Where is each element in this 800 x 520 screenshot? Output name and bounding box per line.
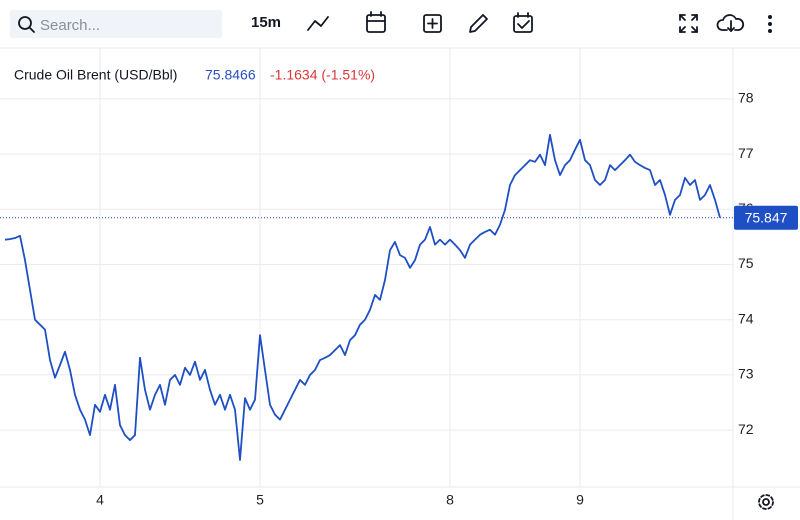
y-tick-label: 74 [738,310,754,326]
settings-icon[interactable] [758,494,774,510]
y-tick-label: 77 [738,145,754,161]
calendar-icon[interactable] [366,11,386,33]
interval-button[interactable]: 15m [251,14,281,31]
x-tick-label: 4 [96,492,104,508]
search-icon [18,16,35,33]
last-price-label: 75.847 [745,209,788,225]
events-icon[interactable] [513,12,533,33]
more-icon[interactable] [768,15,772,33]
legend-change: -1.1634 (-1.51%) [270,67,375,83]
indicator-icon[interactable] [423,14,442,33]
download-icon[interactable] [716,14,745,32]
legend-name: Crude Oil Brent (USD/Bbl) [14,67,177,83]
x-tick-label: 8 [446,492,454,508]
plot: 72737475767778458975.847 [0,48,798,508]
chart-type-icon[interactable] [307,16,329,31]
last-price-tag [734,205,798,230]
y-tick-label: 73 [738,366,754,382]
fullscreen-icon[interactable] [679,14,698,33]
legend-last-value: 75.8466 [205,67,256,83]
x-tick-label: 5 [256,492,264,508]
y-tick-label: 75 [738,255,754,271]
price-line [4,133,721,461]
y-tick-label: 78 [738,90,754,106]
draw-icon[interactable] [469,14,488,33]
y-tick-label: 72 [738,421,754,437]
x-tick-label: 9 [576,492,584,508]
search-box[interactable] [10,10,222,38]
search-placeholder[interactable]: Search... [40,17,100,34]
